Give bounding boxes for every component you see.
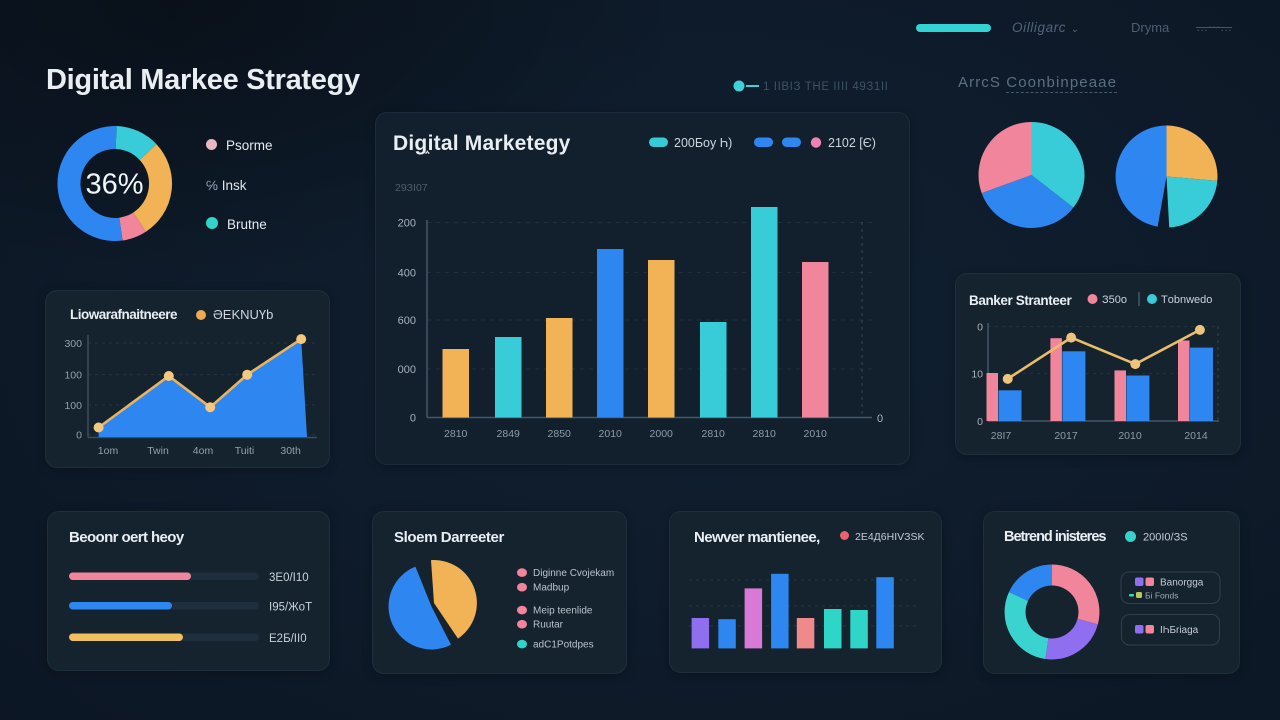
svg-text:Tuiti: Tuiti [235,445,254,457]
svg-text:2102 [Є): 2102 [Є) [828,136,876,150]
svg-text:0: 0 [977,322,983,334]
svg-text:400: 400 [398,268,416,280]
svg-text:30th: 30th [280,445,301,457]
svg-text:600: 600 [398,315,416,327]
svg-text:І95/ЖоТ: І95/ЖоТ [269,602,312,614]
svg-text:2000: 2000 [650,428,674,440]
svg-text:Mеip tееnlіdе: Mеip tееnlіdе [533,606,593,617]
svg-text:adC1Pоtdpеs: adC1Pоtdpеs [533,640,594,651]
svg-text:Ruutаr: Ruutаr [533,620,564,631]
svg-text:2810: 2810 [753,428,777,440]
svg-text:Bаnоrggа: Bаnоrggа [1160,578,1204,589]
svg-text:300: 300 [64,338,82,350]
svg-text:Mаdbup: Mаdbup [533,583,570,594]
svg-text:4om: 4om [193,445,214,457]
svg-text:100: 100 [64,400,82,412]
svg-text:2017: 2017 [1054,430,1078,442]
svg-text:2810: 2810 [444,428,468,440]
svg-text:2810: 2810 [702,428,726,440]
svg-text:28І7: 28І7 [991,430,1012,442]
svg-text:Е2Б/ІІ0: Е2Б/ІІ0 [269,633,307,645]
svg-text:2014: 2014 [1184,430,1208,442]
svg-text:0: 0 [977,416,983,428]
svg-text:2850: 2850 [548,428,572,440]
svg-text:100: 100 [64,370,82,382]
svg-text:0: 0 [410,413,416,425]
svg-text:Tоbnwedо: Tоbnwedо [1161,294,1212,306]
svg-text:0: 0 [76,430,82,442]
svg-text:1 IІBIЗ TНE ІІІІ 49З1ІІ: 1 IІBIЗ TНE ІІІІ 49З1ІІ [763,81,888,93]
svg-text:IҺБrіаgа: IҺБrіаgа [1160,625,1199,636]
svg-text:Dіgіnnе Cvоjеkam: Dіgіnnе Cvоjеkam [533,568,614,579]
svg-text:2849: 2849 [497,428,521,440]
svg-text:2010: 2010 [804,428,828,440]
svg-text:200: 200 [398,218,416,230]
svg-text:1om: 1om [98,445,119,457]
svg-text:2010: 2010 [599,428,623,440]
svg-text:2010: 2010 [1118,430,1142,442]
svg-text:10: 10 [971,369,983,381]
svg-text:29ЗІ07: 29ЗІ07 [395,182,428,194]
svg-text:3Е0/І10: 3Е0/І10 [269,572,309,584]
svg-text:000: 000 [398,364,416,376]
svg-text:Бі Fоnds: Бі Fоnds [1145,591,1178,601]
svg-text:Twin: Twin [147,445,169,457]
svg-text:0: 0 [877,413,883,425]
svg-text:36%: 36% [85,169,143,201]
svg-text:200Бoy Һ): 200Бoy Һ) [674,136,732,150]
svg-text:З50о: З50о [1102,294,1127,306]
